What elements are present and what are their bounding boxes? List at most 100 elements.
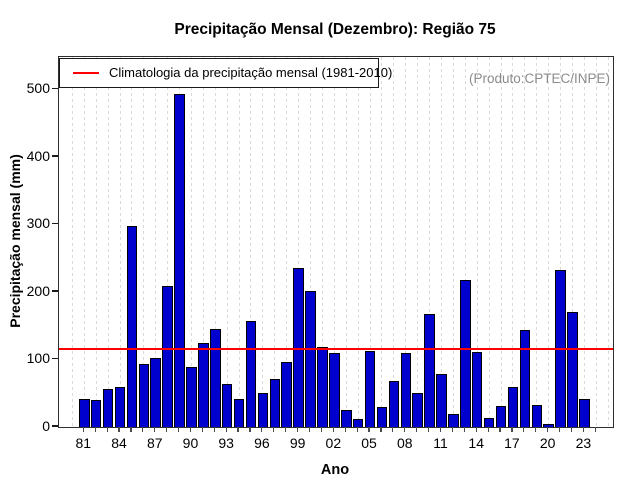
gridline xyxy=(250,57,252,427)
y-tick-label: 500 xyxy=(26,80,50,97)
gridline xyxy=(464,57,466,427)
x-tick xyxy=(582,427,584,432)
x-tick xyxy=(261,427,263,432)
bar-1993 xyxy=(221,383,233,427)
y-axis-title: Precipitação mensal (mm) xyxy=(7,154,23,328)
x-tick xyxy=(463,427,465,432)
gridline xyxy=(321,57,323,427)
gridline xyxy=(333,57,335,427)
x-tick xyxy=(177,427,180,432)
bar-2018 xyxy=(519,330,531,427)
watermark-text: (Produto:CPTEC/INPE) xyxy=(468,71,610,86)
plot-area: (Produto:CPTEC/INPE) Climatologia da pre… xyxy=(58,56,614,428)
x-tick-label: 93 xyxy=(218,435,234,451)
x-tick xyxy=(130,427,132,432)
gridline xyxy=(107,57,109,427)
bar-1988 xyxy=(162,285,173,427)
x-tick xyxy=(380,427,382,432)
x-tick xyxy=(82,427,84,432)
bar-2003 xyxy=(341,410,352,427)
gridline xyxy=(405,57,407,427)
x-tick xyxy=(404,427,406,432)
bar-1982 xyxy=(90,400,102,427)
bar-2008 xyxy=(400,352,412,427)
gridline xyxy=(429,57,431,427)
x-tick xyxy=(106,427,108,432)
x-tick xyxy=(225,427,227,432)
gridline xyxy=(262,57,264,427)
gridline xyxy=(202,57,204,427)
bar-1985 xyxy=(126,226,138,427)
bar-1999 xyxy=(293,268,304,427)
x-tick-label: 14 xyxy=(468,435,484,451)
gridline xyxy=(274,57,276,427)
bar-2000 xyxy=(305,291,316,427)
bar-1989 xyxy=(174,94,185,427)
x-tick xyxy=(332,427,334,432)
bar-2014 xyxy=(471,352,483,427)
x-tick xyxy=(511,427,513,432)
y-tick-label: 400 xyxy=(26,147,50,164)
y-tick xyxy=(52,222,58,225)
gridline xyxy=(500,57,502,427)
y-tick-label: 100 xyxy=(26,350,50,367)
x-tick-label: 99 xyxy=(289,435,306,451)
bar-1986 xyxy=(138,364,150,427)
bar-1991 xyxy=(198,343,209,427)
gridline xyxy=(238,57,240,427)
gridline xyxy=(476,57,478,427)
bar-2006 xyxy=(376,407,388,427)
bar-2017 xyxy=(507,386,519,427)
bar-1981 xyxy=(79,399,90,427)
x-tick-label: 20 xyxy=(539,435,556,451)
gridline xyxy=(71,57,73,427)
y-tick-label: 0 xyxy=(42,418,50,434)
gridline xyxy=(310,57,312,427)
x-tick xyxy=(356,427,358,432)
bar-1990 xyxy=(186,366,197,427)
legend-label: Climatologia da precipitação mensal (198… xyxy=(109,65,393,80)
x-tick-label: 87 xyxy=(146,435,163,451)
x-tick xyxy=(142,427,144,432)
gridline xyxy=(607,57,609,427)
gridline xyxy=(345,57,347,427)
x-tick-label: 90 xyxy=(182,435,199,451)
x-tick xyxy=(392,427,394,432)
bar-2001 xyxy=(317,347,328,427)
bar-2009 xyxy=(412,393,423,427)
bar-2020 xyxy=(543,423,554,427)
x-tick-label: 02 xyxy=(325,435,342,451)
gridline xyxy=(95,57,97,427)
y-tick-label: 200 xyxy=(26,282,50,299)
x-tick xyxy=(594,427,596,432)
gridline xyxy=(167,57,169,427)
gridline xyxy=(286,57,288,427)
gridline xyxy=(357,57,359,427)
x-tick xyxy=(439,427,442,432)
gridline xyxy=(524,57,526,427)
x-tick xyxy=(428,427,430,432)
x-tick xyxy=(249,427,251,432)
gridline xyxy=(441,57,442,427)
bar-1987 xyxy=(150,358,161,427)
x-tick xyxy=(285,427,287,432)
climatology-line xyxy=(59,348,613,351)
gridline xyxy=(417,57,419,427)
x-tick-label: 23 xyxy=(575,435,592,451)
gridline xyxy=(393,57,395,427)
x-tick xyxy=(213,427,215,432)
bar-2007 xyxy=(388,381,400,427)
gridline xyxy=(190,57,192,427)
gridline xyxy=(488,57,490,427)
bar-1992 xyxy=(210,329,221,427)
bar-2015 xyxy=(483,417,495,427)
x-tick xyxy=(118,427,120,432)
bar-1995 xyxy=(245,321,257,427)
x-tick xyxy=(487,427,489,432)
gridline xyxy=(381,57,383,427)
bar-1996 xyxy=(257,393,269,427)
gridline xyxy=(548,57,550,427)
bar-1994 xyxy=(233,399,245,427)
bar-2004 xyxy=(352,418,364,427)
